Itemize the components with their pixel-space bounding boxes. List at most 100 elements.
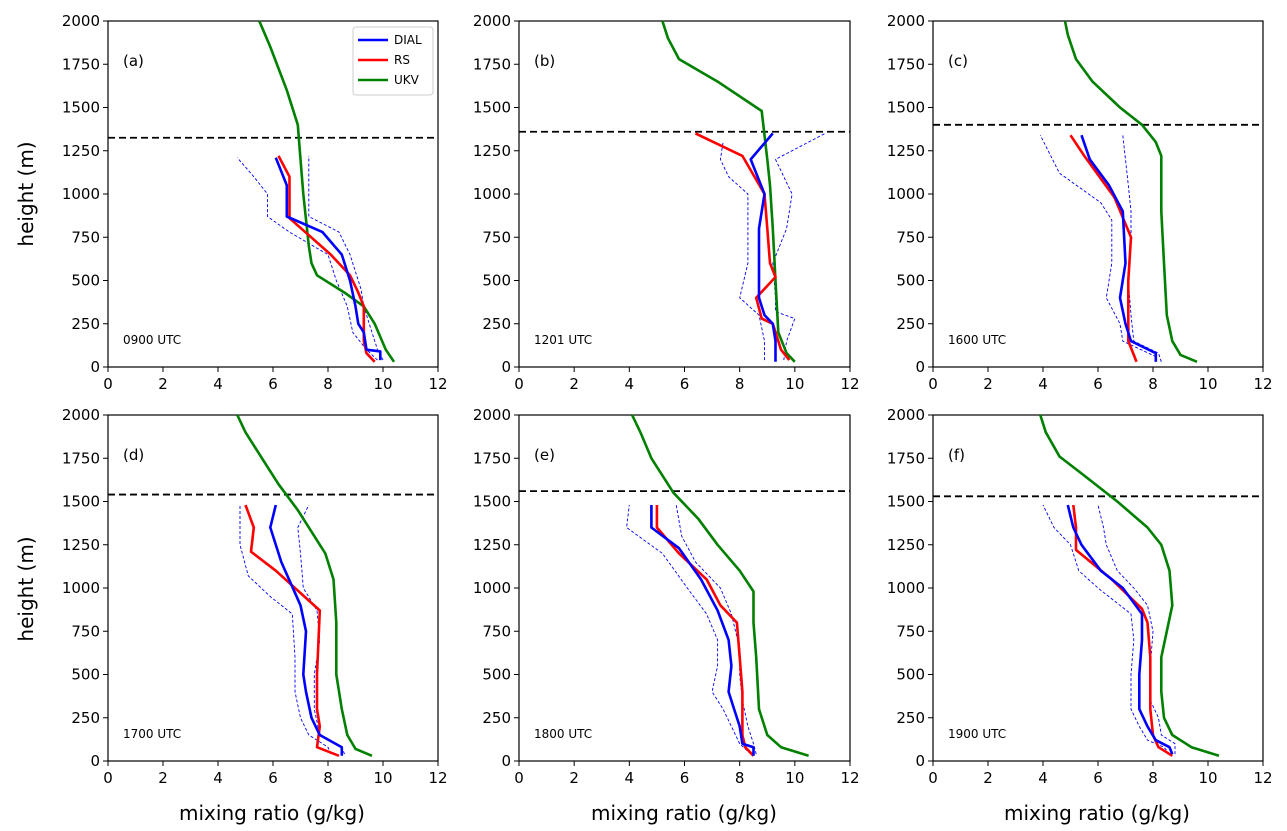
time-label: 1800 UTC — [534, 727, 592, 741]
y-tick-label: 1500 — [473, 99, 511, 117]
x-tick-label: 10 — [373, 375, 392, 393]
series-ukv-line — [1063, 20, 1198, 363]
x-axis-title-right: mixing ratio (g/kg) — [1004, 801, 1190, 825]
y-tick-label: 250 — [896, 709, 925, 727]
series-rs-line — [1072, 504, 1173, 757]
series-dial-low-line — [719, 142, 765, 361]
x-tick-label: 8 — [735, 375, 745, 393]
y-tick-label: 0 — [915, 752, 925, 770]
legend: DIAL RS UKV — [352, 26, 434, 96]
legend-label-dial: DIAL — [394, 33, 422, 47]
y-tick-label: 500 — [71, 666, 100, 684]
x-tick-label: 8 — [735, 769, 745, 787]
y-tick-label: 1750 — [62, 449, 100, 467]
series-dial-low-line — [626, 504, 752, 755]
x-tick-label: 4 — [213, 375, 223, 393]
y-tick-label: 250 — [896, 315, 925, 333]
y-tick-label: 500 — [71, 272, 100, 290]
series-ukv-line — [236, 414, 373, 757]
time-label: 1600 UTC — [948, 333, 1006, 347]
x-tick-label: 10 — [1198, 769, 1217, 787]
y-tick-label: 1000 — [62, 185, 100, 203]
x-tick-label: 2 — [569, 769, 579, 787]
y-axis-title-top: height (m) — [14, 141, 38, 246]
x-tick-label: 8 — [323, 769, 333, 787]
y-tick-label: 500 — [482, 272, 511, 290]
panel-label: (e) — [534, 446, 555, 464]
x-tick-label: 8 — [1148, 375, 1158, 393]
y-tick-label: 0 — [915, 358, 925, 376]
series-dial-line — [650, 505, 755, 756]
series-dial-line — [274, 157, 382, 361]
y-tick-label: 1500 — [473, 493, 511, 511]
panel-label: (a) — [123, 52, 144, 70]
axes-frame — [932, 414, 1264, 762]
y-tick-label: 1000 — [887, 579, 925, 597]
y-tick-label: 0 — [90, 358, 100, 376]
legend-box — [352, 26, 434, 96]
time-label: 1201 UTC — [534, 333, 592, 347]
y-tick-label: 2000 — [887, 406, 925, 424]
y-tick-label: 1250 — [473, 142, 511, 160]
panel-label: (f) — [948, 446, 965, 464]
series-dial-low-line — [1042, 504, 1170, 755]
x-tick-label: 12 — [428, 769, 447, 787]
axes-frame — [932, 20, 1264, 368]
x-tick-label: 4 — [625, 769, 635, 787]
axes-frame — [107, 414, 439, 762]
y-tick-label: 1250 — [62, 536, 100, 554]
series-dial-line — [1080, 134, 1158, 362]
y-tick-label: 1250 — [473, 536, 511, 554]
panel-5: 0 2 4 6 8 10 12 0 250 500 750 1000 1250 1500 1750 2000 (… — [473, 406, 860, 787]
y-tick-label: 750 — [482, 622, 511, 640]
y-tick-label: 0 — [501, 358, 511, 376]
x-tick-label: 6 — [1093, 375, 1103, 393]
y-tick-label: 500 — [896, 272, 925, 290]
x-tick-label: 4 — [1038, 375, 1048, 393]
y-tick-label: 1750 — [887, 55, 925, 73]
x-tick-label: 2 — [158, 375, 168, 393]
series-dial-high-line — [297, 504, 345, 755]
legend-label-ukv: UKV — [394, 73, 420, 87]
panel-1: 0 2 4 6 8 10 12 0 250 500 750 1000 1250 1500 1750 2000 (… — [62, 12, 448, 393]
x-tick-label: 0 — [514, 375, 524, 393]
panel-label: (d) — [123, 446, 144, 464]
series-dial-low-line — [239, 505, 332, 755]
x-tick-label: 0 — [103, 375, 113, 393]
x-tick-label: 6 — [680, 769, 690, 787]
y-tick-label: 250 — [71, 315, 100, 333]
y-tick-label: 2000 — [887, 12, 925, 30]
x-tick-label: 10 — [785, 375, 804, 393]
y-tick-label: 2000 — [473, 406, 511, 424]
x-axis-title-left: mixing ratio (g/kg) — [179, 801, 365, 825]
x-tick-label: 6 — [268, 769, 278, 787]
x-tick-label: 0 — [514, 769, 524, 787]
y-tick-label: 1250 — [887, 536, 925, 554]
series-rs-line — [694, 132, 791, 361]
panel-3: 0 2 4 6 8 10 12 0 250 500 750 1000 1250 1500 1750 2000 (… — [887, 12, 1273, 393]
y-tick-label: 250 — [482, 315, 511, 333]
y-tick-label: 500 — [896, 666, 925, 684]
panel-label: (c) — [948, 52, 968, 70]
y-tick-label: 0 — [501, 752, 511, 770]
y-tick-label: 1750 — [473, 55, 511, 73]
series-rs-line — [1069, 134, 1138, 363]
x-tick-label: 4 — [1038, 769, 1048, 787]
y-tick-label: 250 — [71, 709, 100, 727]
series-dial-line — [1066, 504, 1174, 755]
x-tick-label: 2 — [158, 769, 168, 787]
series-ukv-line — [1039, 414, 1220, 758]
series-rs-line — [244, 504, 340, 758]
legend-label-rs: RS — [394, 53, 410, 67]
y-tick-label: 1750 — [473, 449, 511, 467]
y-tick-label: 0 — [90, 752, 100, 770]
y-tick-label: 1500 — [62, 493, 100, 511]
panel-2: 0 2 4 6 8 10 12 0 250 500 750 1000 1250 1500 1750 2000 (… — [473, 12, 860, 393]
panel-6: 0 2 4 6 8 10 12 0 250 500 750 1000 1250 1500 1750 2000 (… — [887, 406, 1273, 787]
time-label: 1900 UTC — [948, 727, 1006, 741]
y-tick-label: 2000 — [473, 12, 511, 30]
series-rs-line — [655, 505, 755, 757]
series-ukv-line — [258, 20, 396, 363]
series-ukv-line — [661, 20, 796, 363]
